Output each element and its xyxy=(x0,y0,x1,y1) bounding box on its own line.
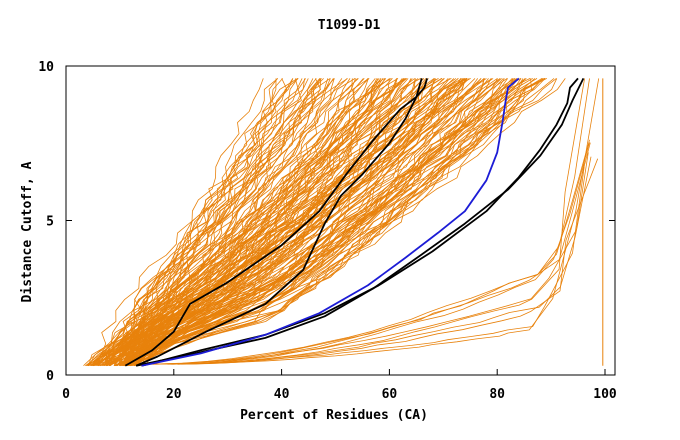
x-tick-label: 100 xyxy=(593,387,617,402)
model-curve xyxy=(148,152,589,365)
y-axis-label: Distance Cutoff, A xyxy=(20,161,35,302)
model-curve xyxy=(114,78,545,367)
y-tick-label: 5 xyxy=(46,215,54,230)
model-curve xyxy=(134,78,502,366)
model-curve xyxy=(150,166,585,365)
model-curve xyxy=(123,78,462,366)
model-curve xyxy=(96,78,533,366)
model-curve xyxy=(105,78,380,367)
background-model-curves xyxy=(83,78,604,367)
model-curve xyxy=(109,78,303,367)
model-curve xyxy=(170,156,592,365)
model-curve xyxy=(107,78,522,367)
model-curve xyxy=(155,142,591,365)
model-curve xyxy=(126,78,314,366)
model-curve xyxy=(91,78,513,367)
x-axis: 0 20 40 60 80 100 xyxy=(62,369,617,402)
model-curve xyxy=(86,78,407,367)
model-curve xyxy=(114,78,464,367)
model-curve xyxy=(90,78,421,367)
model-curve xyxy=(105,78,517,367)
model-curve xyxy=(177,142,590,365)
model-curve xyxy=(91,78,536,366)
y-tick-label: 10 xyxy=(38,60,54,75)
model-curve xyxy=(88,78,487,367)
model-curve xyxy=(118,78,445,366)
model-curve xyxy=(109,78,428,366)
model-curve xyxy=(130,78,415,366)
highlighted-model-curves xyxy=(124,77,585,367)
model-curve xyxy=(114,78,547,367)
model-curve xyxy=(123,78,521,367)
model-curve xyxy=(123,78,498,366)
highlight-blue xyxy=(141,77,520,367)
x-tick-label: 60 xyxy=(382,387,398,402)
model-curve xyxy=(88,78,343,366)
model-curve xyxy=(119,78,527,367)
model-curve xyxy=(102,78,486,367)
x-tick-label: 80 xyxy=(489,387,505,402)
model-curve xyxy=(139,78,502,367)
model-curve xyxy=(124,78,566,367)
y-axis: 0 5 10 xyxy=(38,60,615,384)
model-curve xyxy=(105,78,309,366)
model-curve xyxy=(116,78,531,367)
model-curve xyxy=(181,158,599,365)
y-tick-label: 0 xyxy=(46,369,54,384)
x-tick-label: 40 xyxy=(274,387,290,402)
model-curve xyxy=(121,78,294,366)
x-tick-label: 0 xyxy=(62,387,70,402)
x-axis-label: Percent of Residues (CA) xyxy=(240,408,428,423)
model-curve xyxy=(104,78,321,366)
model-curve xyxy=(88,78,299,367)
model-curve xyxy=(95,78,558,367)
highlight-black-4 xyxy=(135,78,585,367)
model-curve xyxy=(122,78,369,366)
chart-title: T1099-D1 xyxy=(318,18,381,33)
x-tick-label: 20 xyxy=(166,387,182,402)
model-curve xyxy=(122,78,526,366)
highlight-black-2 xyxy=(135,78,423,367)
